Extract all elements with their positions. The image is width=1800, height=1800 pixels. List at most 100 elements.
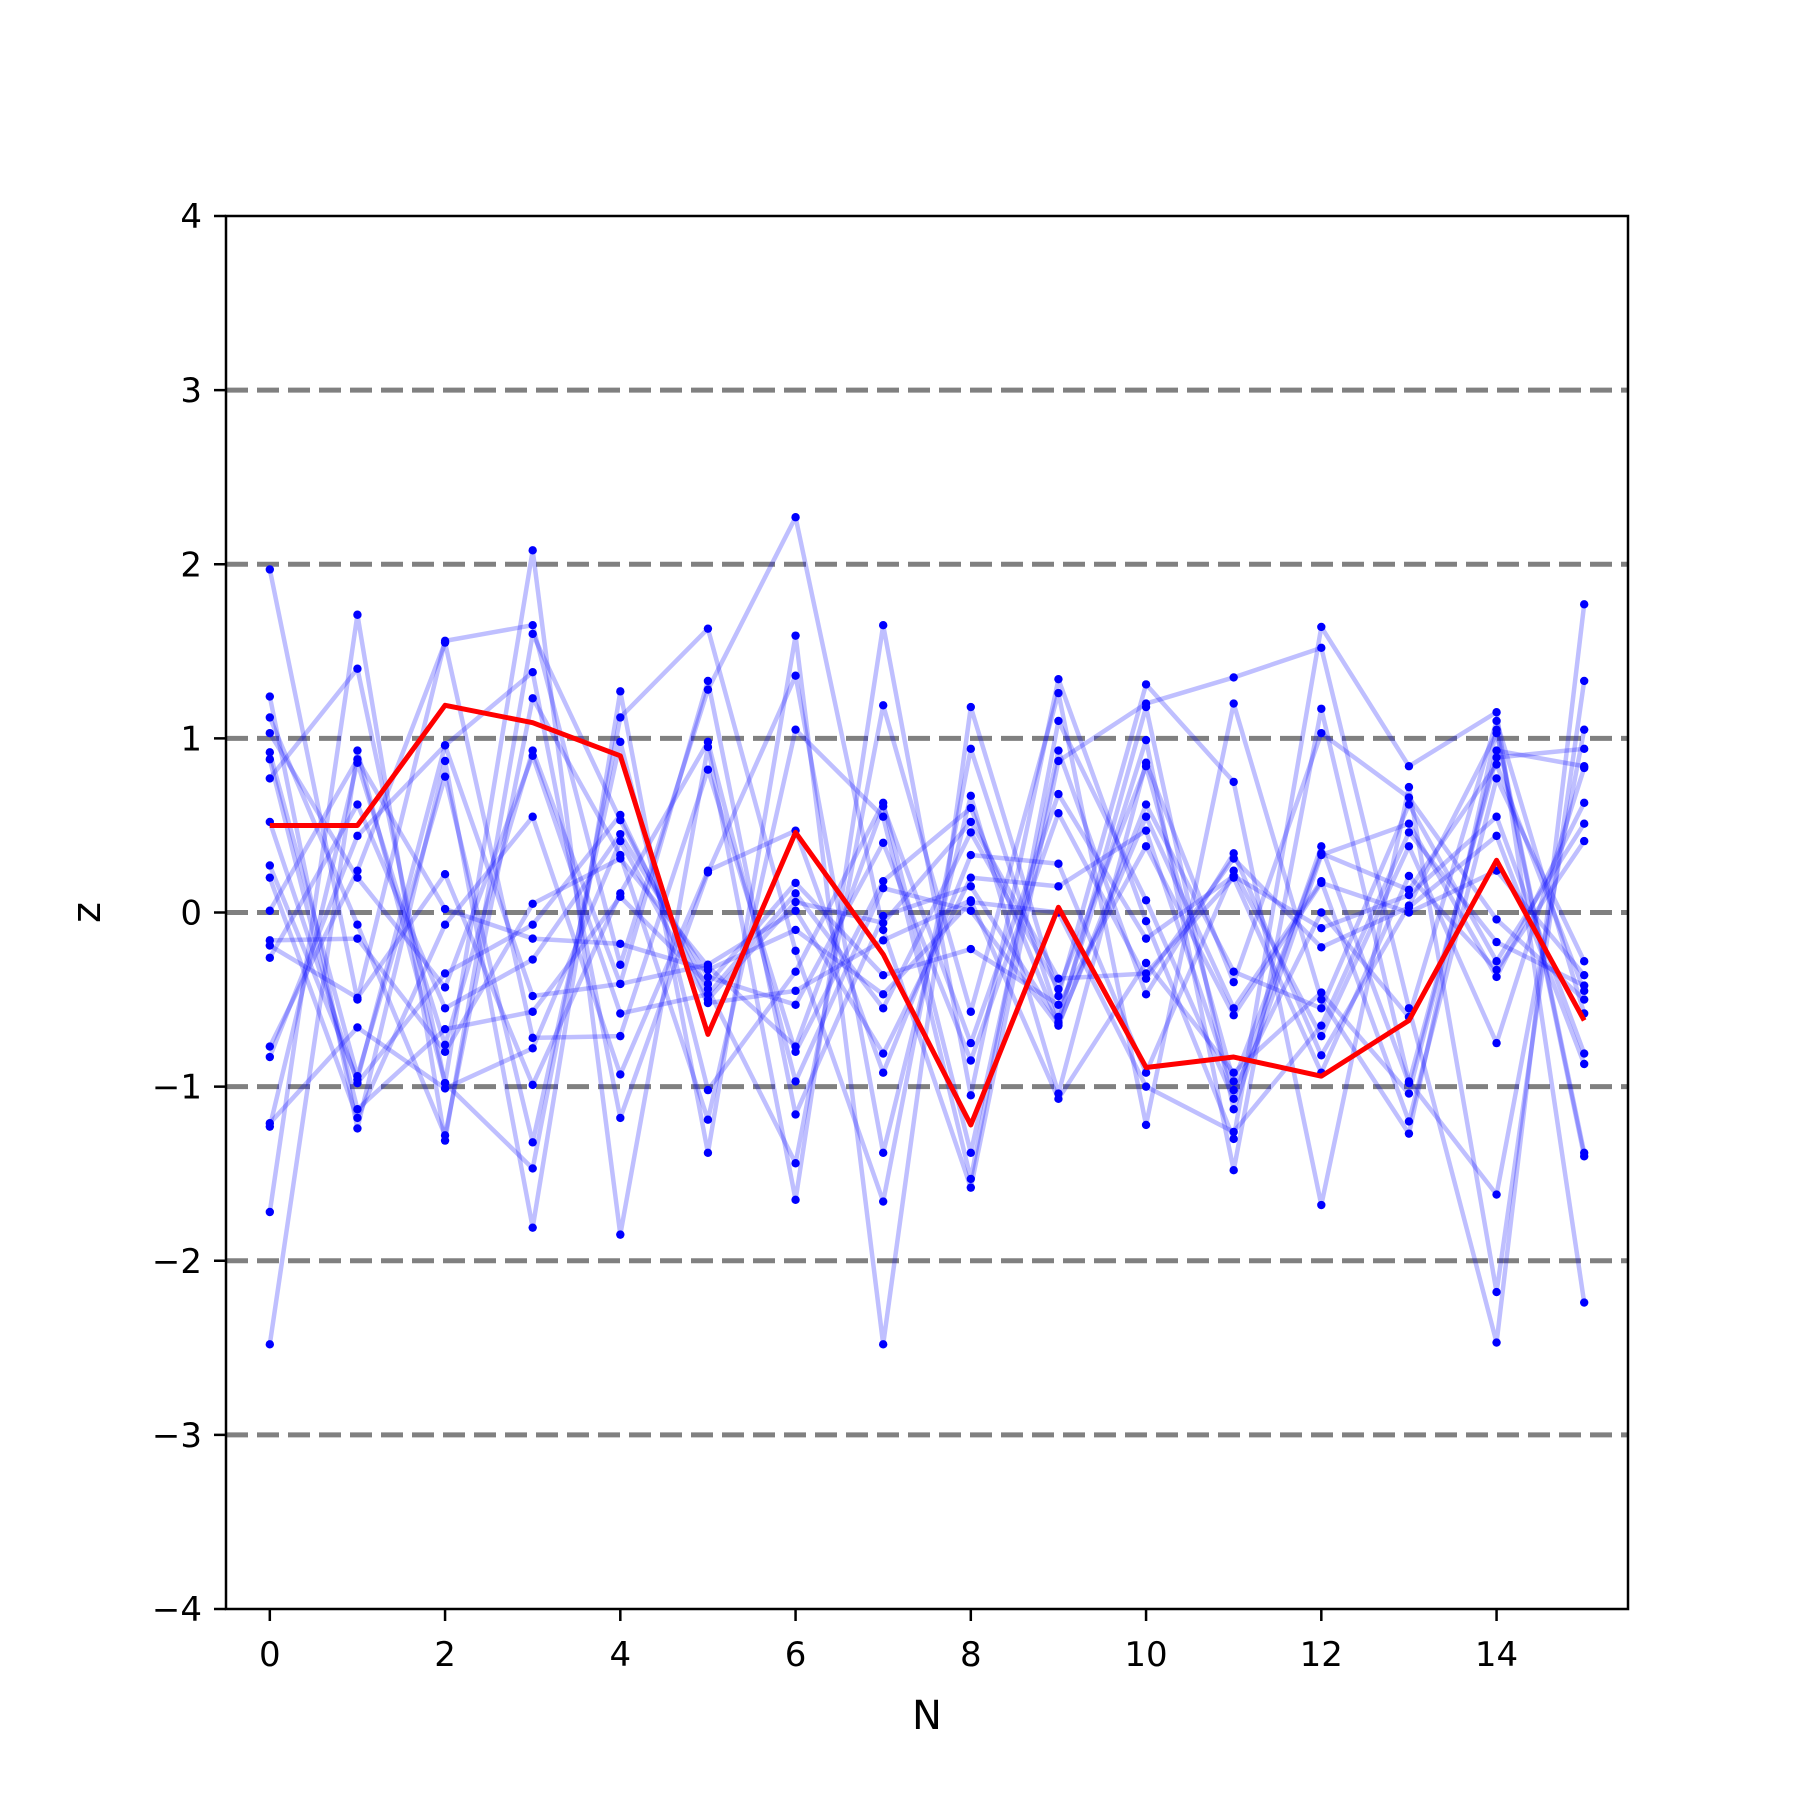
sample-point-0-13 — [1404, 1004, 1414, 1013]
sample-point-8-14 — [1492, 728, 1501, 738]
sample-point-18-9 — [1054, 1094, 1063, 1104]
sample-point-4-10 — [1141, 735, 1151, 745]
sample-point-13-9 — [1054, 1021, 1063, 1030]
sample-point-6-14 — [1492, 753, 1501, 762]
sample-point-18-13 — [1404, 1089, 1414, 1098]
sample-point-0-15 — [1579, 600, 1589, 609]
sample-point-14-6 — [791, 897, 800, 907]
sample-point-12-9 — [1054, 984, 1063, 994]
sample-point-3-6 — [791, 1159, 800, 1168]
sample-point-17-7 — [878, 970, 888, 980]
sample-point-17-0 — [265, 755, 275, 764]
sample-point-12-4 — [616, 1009, 625, 1018]
sample-point-14-15 — [1579, 836, 1589, 846]
sample-point-16-1 — [353, 934, 362, 943]
sample-point-11-2 — [440, 1004, 450, 1013]
sample-series-line-3 — [267, 612, 1587, 1213]
sample-point-0-0 — [265, 565, 275, 574]
sample-point-2-5 — [703, 1148, 713, 1157]
x-tick-label-12: 12 — [1300, 1635, 1343, 1675]
y-tick-label-1: 1 — [180, 719, 202, 759]
sample-point-14-9 — [1054, 974, 1063, 983]
y-tick-label--2: −2 — [152, 1242, 202, 1282]
sample-point-9-11 — [1229, 1004, 1238, 1013]
sample-point-2-9 — [1054, 991, 1063, 1001]
sample-point-13-15 — [1579, 819, 1589, 828]
sample-point-0-4 — [616, 960, 625, 969]
sample-point-15-4 — [616, 979, 625, 989]
sample-point-15-8 — [966, 873, 976, 882]
sample-point-3-10 — [1141, 1120, 1151, 1130]
sample-point-19-7 — [878, 990, 888, 999]
sample-point-13-5 — [703, 737, 713, 747]
sample-point-14-4 — [616, 810, 625, 820]
sample-point-6-2 — [440, 1131, 450, 1140]
sample-point-15-3 — [528, 991, 537, 1001]
sample-point-1-0 — [265, 1340, 275, 1349]
sample-point-2-15 — [1579, 676, 1589, 686]
sample-point-5-4 — [616, 1113, 625, 1123]
sample-point-11-7 — [878, 838, 888, 848]
sample-point-18-1 — [353, 1023, 362, 1032]
y-tick-label--4: −4 — [152, 1590, 202, 1630]
sample-point-0-9 — [1054, 756, 1063, 766]
sample-point-19-12 — [1317, 1021, 1326, 1030]
sample-point-9-3 — [528, 1033, 537, 1043]
sample-point-3-0 — [265, 1207, 275, 1217]
sample-point-9-13 — [1404, 1117, 1414, 1126]
sample-point-2-11 — [1229, 777, 1238, 787]
sample-point-6-5 — [703, 1115, 713, 1124]
sample-point-12-0 — [265, 728, 275, 738]
sample-point-17-13 — [1404, 908, 1414, 917]
sample-point-13-7 — [878, 883, 888, 893]
x-tick-label-4: 4 — [609, 1635, 631, 1675]
sample-point-2-12 — [1317, 1200, 1326, 1210]
sample-point-19-15 — [1579, 981, 1589, 990]
sample-point-3-9 — [1054, 688, 1063, 698]
sample-point-10-0 — [265, 873, 275, 882]
sample-series-line-2 — [267, 633, 1587, 1347]
sample-point-11-4 — [616, 829, 625, 839]
sample-point-1-11 — [1229, 1134, 1238, 1144]
sample-point-16-13 — [1404, 890, 1414, 900]
sample-point-0-12 — [1317, 643, 1326, 653]
sample-point-5-0 — [265, 861, 275, 870]
sample-point-9-4 — [616, 1031, 625, 1041]
sample-series-line-4 — [268, 626, 1587, 1204]
sample-point-12-8 — [966, 828, 976, 837]
sample-series-line-8 — [267, 730, 1587, 1157]
sample-point-6-7 — [878, 812, 888, 821]
sample-point-19-5 — [703, 965, 713, 975]
y-tick-label--1: −1 — [152, 1068, 202, 1108]
sample-point-14-8 — [966, 817, 976, 827]
sample-point-18-10 — [1141, 958, 1151, 968]
sample-point-13-8 — [966, 906, 976, 915]
y-tick-label--3: −3 — [152, 1416, 202, 1456]
sample-point-17-1 — [353, 1105, 362, 1114]
sample-point-13-3 — [528, 1080, 537, 1090]
y-axis-label: z — [64, 902, 110, 923]
sample-point-19-0 — [265, 906, 275, 915]
sample-point-17-4 — [616, 892, 625, 902]
sample-point-2-1 — [353, 1124, 362, 1133]
sample-point-13-10 — [1141, 800, 1151, 809]
sample-point-6-10 — [1141, 896, 1151, 905]
sample-series-line-12 — [267, 731, 1587, 1084]
sample-point-11-11 — [1229, 854, 1238, 863]
sample-point-6-0 — [265, 713, 275, 722]
sample-point-6-6 — [791, 725, 800, 734]
sample-point-2-8 — [966, 702, 976, 712]
sample-point-16-2 — [440, 1047, 450, 1057]
sample-point-17-3 — [528, 1007, 537, 1016]
sample-point-18-5 — [703, 998, 713, 1008]
sample-point-0-11 — [1229, 673, 1238, 682]
x-axis: 0 2 4 6 8 10 12 14 — [259, 1609, 1518, 1675]
sample-point-8-4 — [616, 737, 625, 747]
sample-point-1-4 — [616, 1230, 625, 1239]
y-tick-label-0: 0 — [180, 894, 202, 934]
sample-series-line-16 — [269, 791, 1587, 1055]
sample-point-5-8 — [966, 791, 976, 801]
sample-point-16-6 — [791, 1042, 800, 1051]
sample-series-line-7 — [267, 678, 1587, 1128]
sample-point-10-1 — [353, 1113, 362, 1123]
